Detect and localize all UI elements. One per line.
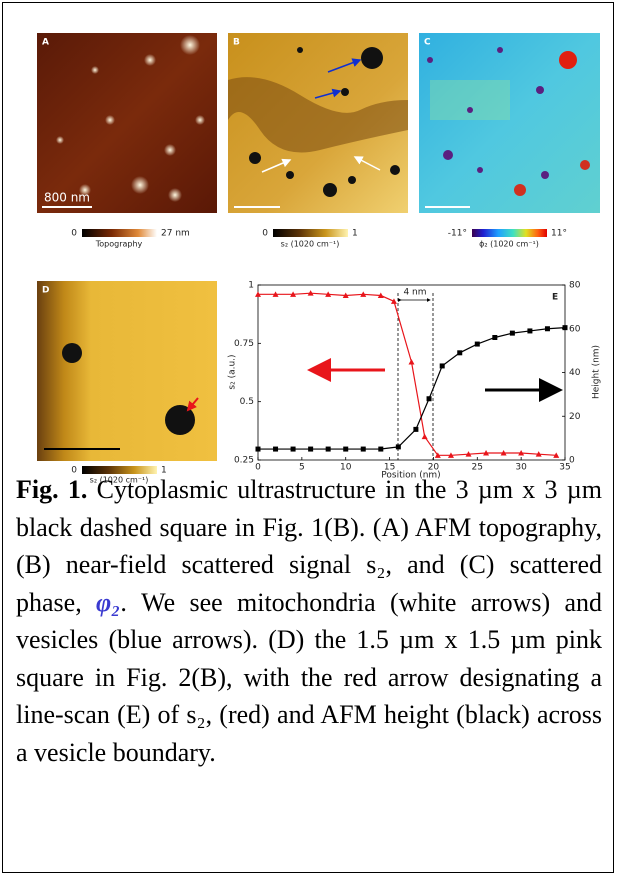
point bbox=[500, 450, 507, 456]
point bbox=[426, 396, 432, 402]
x-tick-label: 35 bbox=[559, 463, 570, 473]
point bbox=[535, 451, 542, 457]
colorbar-min: -11° bbox=[448, 229, 467, 239]
point bbox=[255, 291, 261, 297]
point bbox=[421, 433, 428, 440]
panel-d: D 0 1 s₂ (1020 cm⁻¹) bbox=[37, 281, 217, 485]
x-tick-label: 20 bbox=[428, 463, 440, 473]
point bbox=[544, 326, 550, 332]
series-line bbox=[258, 292, 557, 456]
point bbox=[273, 446, 279, 452]
point bbox=[439, 363, 445, 369]
x-tick-label: 10 bbox=[340, 463, 352, 473]
point bbox=[518, 450, 525, 456]
x-tick-label: 5 bbox=[299, 463, 305, 473]
y2-tick-label: 40 bbox=[569, 368, 581, 378]
annotation: 4 nm bbox=[403, 288, 426, 298]
x-tick-label: 25 bbox=[472, 463, 483, 473]
panel-e: 4 nm E Position (nm) s₂ (a.u.) Height (n… bbox=[228, 281, 602, 481]
y-tick-label: 0.5 bbox=[240, 397, 254, 407]
point bbox=[342, 292, 349, 298]
point bbox=[255, 446, 261, 452]
point bbox=[492, 335, 498, 340]
colorbar-max: 11° bbox=[551, 229, 567, 239]
panel-label: E bbox=[552, 293, 558, 303]
y2-tick-label: 80 bbox=[569, 281, 581, 291]
y2-tick-label: 60 bbox=[569, 324, 581, 334]
panel-label: C bbox=[424, 38, 431, 48]
point bbox=[390, 298, 397, 304]
point bbox=[343, 446, 349, 452]
point bbox=[474, 341, 480, 347]
point bbox=[308, 446, 314, 452]
panel-b: B 0 1 s₂ (1020 cm⁻¹) bbox=[228, 33, 408, 249]
panel-label: D bbox=[42, 286, 49, 296]
y-tick-label: 1 bbox=[248, 281, 254, 291]
point bbox=[434, 452, 441, 458]
point bbox=[290, 446, 296, 452]
caption-text: φ₂ bbox=[96, 587, 121, 617]
point bbox=[307, 290, 314, 296]
point bbox=[408, 359, 415, 365]
caption: Fig. 1. Cytoplasmic ultrastructure in th… bbox=[16, 471, 602, 771]
scale-bar-label: 800 nm bbox=[44, 191, 90, 205]
colorbar-max: 1 bbox=[161, 466, 167, 476]
point bbox=[395, 444, 401, 450]
x-tick-label: 30 bbox=[515, 463, 527, 473]
point bbox=[562, 325, 568, 331]
colorbar-max: 27 nm bbox=[161, 229, 190, 239]
colorbar-title: Topography bbox=[95, 240, 143, 249]
point bbox=[325, 291, 332, 297]
point bbox=[465, 451, 472, 457]
x-axis-label: Position (nm) bbox=[381, 471, 440, 481]
x-tick-label: 0 bbox=[255, 463, 261, 473]
series-line bbox=[258, 327, 566, 450]
point bbox=[457, 350, 463, 356]
point bbox=[360, 446, 366, 452]
colorbar-min: 0 bbox=[71, 466, 77, 476]
colorbar-max: 1 bbox=[352, 229, 358, 239]
point bbox=[509, 330, 515, 336]
y-tick-label: 0.75 bbox=[234, 339, 254, 349]
x-tick-label: 15 bbox=[384, 463, 395, 473]
point bbox=[553, 452, 560, 458]
point bbox=[290, 291, 297, 297]
y-axis-label: s₂ (a.u.) bbox=[228, 354, 238, 389]
panel-c: C -11° 11° ϕ₂ (1020 cm⁻¹) bbox=[419, 33, 600, 249]
point bbox=[272, 291, 279, 297]
colorbar-title: s₂ (1020 cm⁻¹) bbox=[281, 240, 340, 249]
panel-label: B bbox=[233, 38, 240, 48]
colorbar-title: s₂ (1020 cm⁻¹) bbox=[90, 476, 149, 485]
point bbox=[360, 291, 367, 297]
colorbar-title: ϕ₂ (1020 cm⁻¹) bbox=[479, 240, 539, 249]
y2-tick-label: 0 bbox=[569, 456, 575, 466]
caption-text: . We see mitochondria (white arrows) and… bbox=[16, 587, 602, 767]
y2-axis-label: Height (nm) bbox=[592, 345, 602, 399]
point bbox=[325, 446, 331, 452]
point bbox=[377, 292, 384, 298]
colorbar-min: 0 bbox=[71, 229, 77, 239]
panel-label: A bbox=[42, 38, 49, 48]
caption-text: Cytoplasmic ultrastructure in the 3 µm x… bbox=[16, 475, 603, 617]
point bbox=[527, 328, 533, 334]
colorbar-min: 0 bbox=[262, 229, 268, 239]
y-tick-label: 0.25 bbox=[234, 456, 254, 466]
y2-tick-label: 20 bbox=[569, 412, 581, 422]
point bbox=[447, 452, 454, 458]
point bbox=[483, 450, 490, 456]
panel-a: A 800 nm 0 27 nm Topography bbox=[37, 33, 217, 249]
point bbox=[378, 446, 384, 452]
point bbox=[413, 426, 419, 432]
caption-label: Fig. 1. bbox=[16, 475, 88, 504]
